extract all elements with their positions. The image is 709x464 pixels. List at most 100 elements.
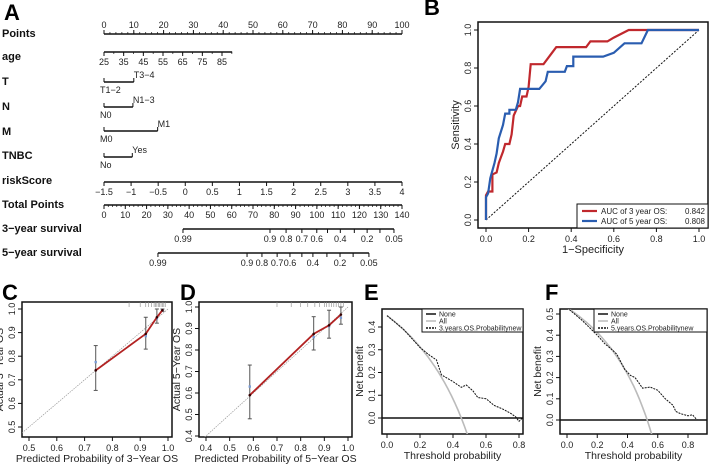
row-label: Points bbox=[2, 28, 36, 40]
x-tick-label: 0.9 bbox=[134, 443, 147, 453]
y-tick-label: 0.4 bbox=[367, 321, 377, 334]
tick-label: 30 bbox=[163, 210, 173, 220]
all-line bbox=[567, 309, 653, 434]
y-tick-label: 0.8 bbox=[463, 62, 473, 75]
x-tick-label: 0.8 bbox=[650, 234, 663, 244]
tick-label: 0.7 bbox=[271, 258, 284, 268]
y-tick-label: 0.9 bbox=[184, 322, 194, 335]
tick-label: 70 bbox=[308, 20, 318, 30]
x-axis-label: 1−Specificity bbox=[562, 244, 625, 256]
x-tick-label: 0.6 bbox=[480, 440, 493, 450]
y-tick-label: 0.1 bbox=[367, 389, 377, 402]
predicted-point bbox=[339, 313, 343, 316]
tick-label: 130 bbox=[373, 210, 388, 220]
y-tick-label: 0.6 bbox=[184, 387, 194, 400]
y-tick-label: 0.4 bbox=[463, 138, 473, 151]
tick-label: 85 bbox=[217, 57, 227, 67]
roc-curve-3yr bbox=[484, 28, 699, 220]
tick-label: 2.5 bbox=[314, 187, 327, 197]
tick-label: 0.7 bbox=[296, 234, 309, 244]
x-tick-label: 0.8 bbox=[682, 440, 695, 450]
x-tick-label: 0.0 bbox=[381, 440, 394, 450]
category-label: N0 bbox=[100, 110, 112, 120]
model-line bbox=[386, 315, 523, 423]
tick-label: 20 bbox=[159, 20, 169, 30]
tick-label: 65 bbox=[178, 57, 188, 67]
tick-label: 20 bbox=[142, 210, 152, 220]
plot-frame bbox=[198, 301, 353, 438]
y-tick-label: 0.3 bbox=[545, 350, 555, 363]
all-line bbox=[386, 314, 469, 434]
row-label: N bbox=[2, 101, 10, 113]
row-label: T bbox=[2, 76, 9, 88]
observed-point bbox=[248, 385, 251, 388]
tick-label: 0.2 bbox=[361, 234, 374, 244]
x-tick-label: 0.2 bbox=[522, 234, 535, 244]
tick-label: 140 bbox=[394, 210, 409, 220]
tick-label: 0.4 bbox=[307, 258, 320, 268]
tick-label: 90 bbox=[291, 210, 301, 220]
calibration-line bbox=[95, 309, 164, 372]
tick-label: −1 bbox=[126, 187, 136, 197]
tick-label: 0.5 bbox=[206, 187, 219, 197]
x-tick-label: 1.0 bbox=[342, 443, 355, 453]
legend-label: All bbox=[439, 319, 447, 326]
tick-label: 50 bbox=[205, 210, 215, 220]
nomogram-row bbox=[103, 51, 233, 56]
y-tick-label: 0.2 bbox=[545, 371, 555, 384]
row-label: 5−year survival bbox=[2, 247, 82, 259]
x-tick-label: 0.7 bbox=[78, 443, 91, 453]
x-tick-label: 1.0 bbox=[162, 443, 175, 453]
tick-label: 0.6 bbox=[311, 234, 324, 244]
x-tick-label: 0.6 bbox=[608, 234, 621, 244]
predicted-point bbox=[155, 315, 159, 319]
x-axis-label: Threshold probability bbox=[404, 450, 502, 462]
x-tick-label: 0.9 bbox=[318, 443, 331, 453]
plot-area bbox=[204, 302, 349, 437]
dca_5yr-panel bbox=[556, 308, 708, 438]
plot-area bbox=[484, 28, 700, 221]
tick-label: 2 bbox=[291, 187, 296, 197]
y-tick-label: 0.2 bbox=[463, 176, 473, 189]
predicted-point bbox=[94, 369, 98, 372]
dca_3yr-panel bbox=[378, 308, 524, 438]
x-axis-label: Predicted Probability of 3−Year OS bbox=[16, 453, 178, 464]
category-label: T1−2 bbox=[100, 85, 121, 95]
tick-label: 60 bbox=[227, 210, 237, 220]
tick-label: 40 bbox=[184, 210, 194, 220]
plot-area bbox=[22, 302, 169, 434]
legend-auc-value: 0.842 bbox=[685, 207, 706, 216]
legend bbox=[576, 203, 709, 229]
tick-label: 1 bbox=[237, 187, 242, 197]
tick-label: 0.05 bbox=[360, 258, 378, 268]
x-tick-label: 0.5 bbox=[23, 443, 36, 453]
calibration_3yr-panel bbox=[18, 301, 173, 441]
calibration_5yr-panel bbox=[195, 301, 353, 441]
x-tick-label: 0.6 bbox=[651, 440, 664, 450]
x-tick-label: 0.0 bbox=[561, 440, 574, 450]
legend-label: AUC of 5 year OS: bbox=[601, 217, 667, 226]
tick-label: 90 bbox=[367, 20, 377, 30]
tick-label: 0.4 bbox=[334, 234, 347, 244]
tick-label: 75 bbox=[197, 57, 207, 67]
tick-label: 0.8 bbox=[280, 234, 293, 244]
y-tick-label: 0.2 bbox=[367, 366, 377, 379]
legend-box bbox=[576, 203, 709, 229]
tick-label: 30 bbox=[188, 20, 198, 30]
nomogram-row bbox=[103, 78, 135, 83]
y-tick-label: 0.5 bbox=[184, 408, 194, 421]
x-tick-label: 0.2 bbox=[414, 440, 427, 450]
tick-label: 0.6 bbox=[284, 258, 297, 268]
calibration-line bbox=[249, 313, 342, 396]
tick-label: 100 bbox=[394, 20, 409, 30]
tick-label: 10 bbox=[120, 210, 130, 220]
nomogram-row bbox=[103, 30, 403, 35]
tick-label: 60 bbox=[278, 20, 288, 30]
tick-label: 0.8 bbox=[256, 258, 269, 268]
panel-label: F bbox=[545, 280, 558, 305]
y-axis-label: Actual 5−Year OS bbox=[171, 328, 183, 411]
tick-label: 10 bbox=[129, 20, 139, 30]
y-tick-label: 1.0 bbox=[7, 303, 17, 316]
y-tick-label: 0.0 bbox=[463, 214, 473, 227]
predicted-point bbox=[327, 323, 331, 327]
